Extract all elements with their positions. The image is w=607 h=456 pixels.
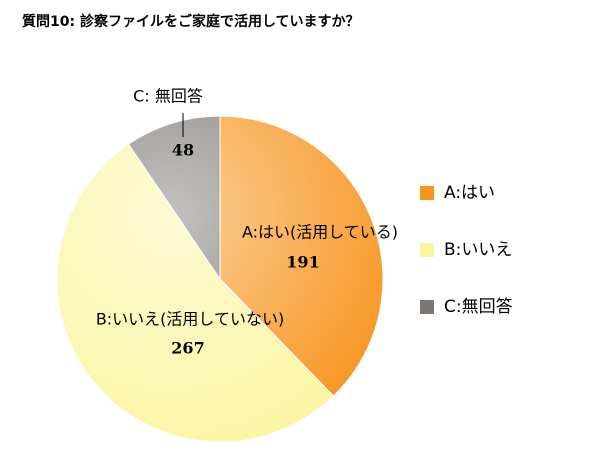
pie [56, 115, 384, 443]
legend-swatch [420, 300, 434, 314]
legend: A:はい B:いいえ C:無回答 [420, 183, 513, 317]
value-label: 267 [171, 339, 204, 358]
labels: A:はい(活用している) 191 B:いいえ(活用していない) 267 C: 無回答 48 [96, 87, 398, 358]
slice-label: B:いいえ(活用していない) [96, 310, 284, 329]
legend-swatch [420, 186, 434, 200]
chart-title: 質問10: 診察ファイルをご家庭で活用していますか？ [22, 13, 360, 30]
legend-label: A:はい [444, 183, 495, 203]
legend-swatch [420, 243, 434, 257]
legend-label: C:無回答 [444, 297, 513, 317]
slice-label: A:はい(活用している) [242, 223, 398, 242]
slice-label: C: 無回答 [133, 87, 203, 106]
value-label: 48 [172, 141, 194, 160]
legend-label: B:いいえ [444, 240, 512, 260]
value-label: 191 [286, 253, 319, 272]
